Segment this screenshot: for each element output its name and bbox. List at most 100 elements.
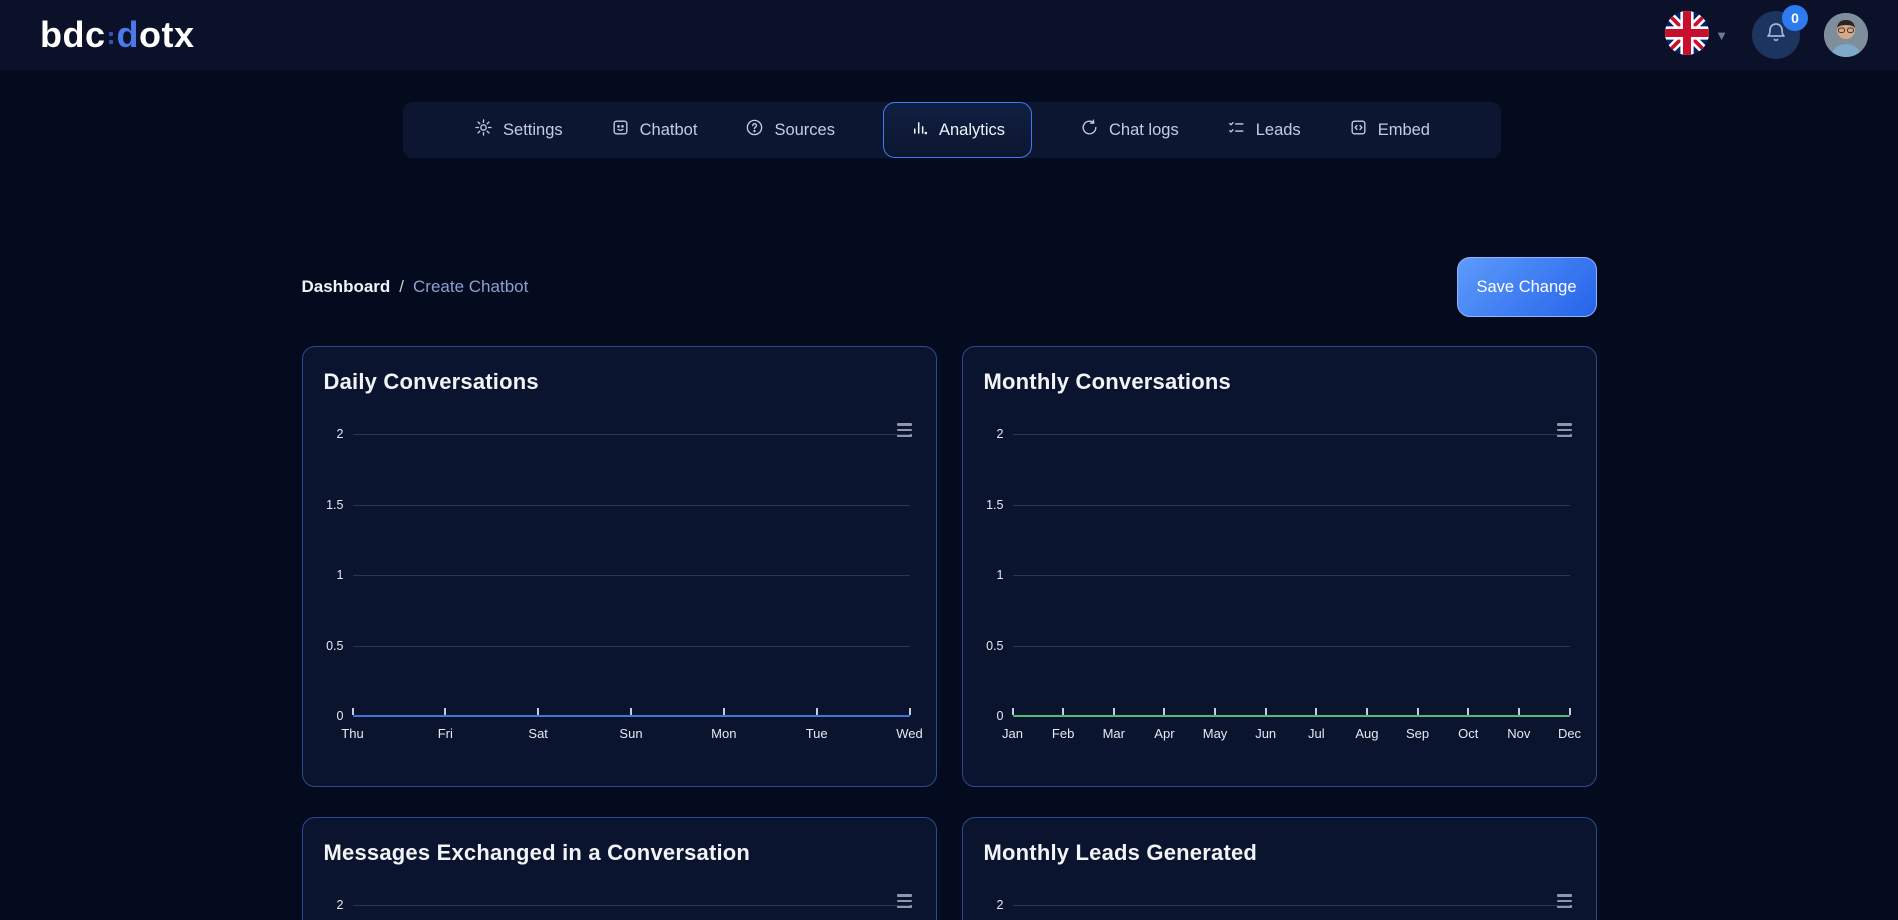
x-axis-label: Apr [1154,726,1175,741]
save-change-button[interactable]: Save Change [1456,257,1597,317]
chart-context-menu-icon[interactable] [896,894,912,908]
notification-count-badge: 0 [1782,5,1808,31]
axis-tick [444,708,447,715]
y-axis-label: 0 [996,709,1004,723]
tab-settings[interactable]: Settings [474,102,563,158]
chart-plot-area: 21.5 [337,898,910,920]
breadcrumb-create-chatbot[interactable]: Create Chatbot [413,277,529,296]
x-axis-label: Fri [437,726,453,741]
logo-glyph: b [115,14,139,55]
user-avatar[interactable] [1824,13,1868,57]
chart-plot-area: 2 1.5 1 0.5 0 Thu Fri Sat Sun Mon Tue Wed [326,427,923,741]
gridline [1012,575,1570,576]
gridline [1012,504,1570,506]
x-axis-label: May [1202,726,1228,741]
axis-tick [537,708,540,715]
tab-leads[interactable]: Leads [1227,102,1301,158]
axis-tick [1517,708,1520,715]
robot-eyes-icon [108,32,113,44]
x-axis-label: Jan [1002,726,1023,741]
x-axis-label: Sun [619,726,643,741]
tab-label: Sources [774,120,835,139]
y-axis-label: 0.5 [986,638,1004,653]
axis-tick [815,708,818,715]
x-axis-label: Wed [896,726,923,741]
language-selector[interactable]: ▼ [1665,10,1728,60]
axis-tick [630,708,632,715]
y-axis-label: 1.5 [326,497,344,512]
uk-flag-icon[interactable] [1665,10,1710,60]
gridline [1012,905,1570,906]
x-axis-label: Thu [341,726,364,741]
history-icon [1080,118,1099,142]
x-axis-label: Mar [1102,726,1125,741]
y-axis-label: 1 [996,568,1004,582]
chart-title: Monthly Conversations [983,369,1231,394]
x-axis-label: Aug [1355,726,1379,741]
chart-context-menu-icon[interactable] [1556,894,1572,908]
tab-label: Chatbot [639,120,698,139]
y-axis-label: 1 [336,568,344,582]
tab-sources[interactable]: Sources [745,102,835,158]
tab-label: Leads [1255,120,1301,139]
y-axis-label: 1.5 [986,497,1004,512]
chart-plot-area: 21.5 [997,898,1570,920]
gridline [1012,434,1570,435]
x-axis-line [1012,715,1570,717]
axis-tick [1416,708,1419,715]
chart-context-menu-icon[interactable] [896,423,912,437]
y-axis-label: 2 [336,427,344,441]
y-axis-label: 0.5 [326,638,344,653]
charts-grid: Daily Conversations 2 1.5 1 0.5 0 Thu Fri Sat Su… [301,346,1597,920]
axis-tick [1163,708,1166,715]
breadcrumb: Dashboard / Create Chatbot [302,277,529,297]
x-axis-label: Nov [1507,726,1531,741]
x-axis-label: Sep [1406,726,1430,741]
bell-icon [1764,21,1788,50]
y-axis-label: 2 [336,898,344,912]
tab-analytics[interactable]: Analytics [882,102,1032,158]
bar-chart-icon [910,118,929,142]
chevron-down-icon: ▼ [1715,27,1728,43]
axis-tick [351,708,354,715]
gear-icon [474,118,493,142]
tab-chatbot[interactable]: Chatbot [611,102,698,158]
topbar-actions: ▼ 0 [1665,5,1868,60]
x-axis-line [352,715,910,717]
gridline [352,434,910,435]
tab-label: Settings [503,120,563,139]
chart-title: Daily Conversations [323,369,539,394]
tab-label: Embed [1377,120,1430,139]
breadcrumb-row: Dashboard / Create Chatbot Save Change [302,256,1597,318]
axis-tick [1365,708,1368,715]
x-axis-label: Mon [711,726,737,741]
logo-text-right: otx [139,14,195,55]
breadcrumb-separator: / [399,277,405,296]
axis-tick [1315,708,1318,715]
x-axis-label: Feb [1051,726,1075,741]
tab-chat-logs[interactable]: Chat logs [1080,102,1179,158]
axis-tick [1467,708,1470,715]
chart-context-menu-icon[interactable] [1556,423,1572,437]
y-axis-label: 0 [336,709,344,723]
x-axis-label: Sat [528,726,548,741]
gridline [352,575,910,576]
app-logo: bdc b otx [40,14,195,56]
tab-label: Chat logs [1109,120,1179,139]
chart-title: Messages Exchanged in a Conversation [323,840,751,865]
x-axis-label: Jun [1255,726,1277,741]
gridline [352,504,910,506]
monthly-leads-card: Monthly Leads Generated 21.5 [961,817,1597,920]
x-axis-label: Tue [805,726,828,741]
x-axis-label: Jul [1308,726,1325,741]
x-axis-label: Oct [1458,726,1479,741]
question-circle-icon [745,118,764,142]
axis-tick [1112,708,1115,715]
breadcrumb-dashboard[interactable]: Dashboard [301,277,391,296]
daily-conversations-card: Daily Conversations 2 1.5 1 0.5 0 Thu Fri Sat Su… [301,346,937,787]
tab-embed[interactable]: Embed [1349,102,1430,158]
notifications-button[interactable]: 0 [1752,5,1808,59]
y-axis-label: 2 [996,427,1004,441]
y-axis-label: 2 [996,898,1004,912]
logo-text-left: bdc [40,14,106,55]
